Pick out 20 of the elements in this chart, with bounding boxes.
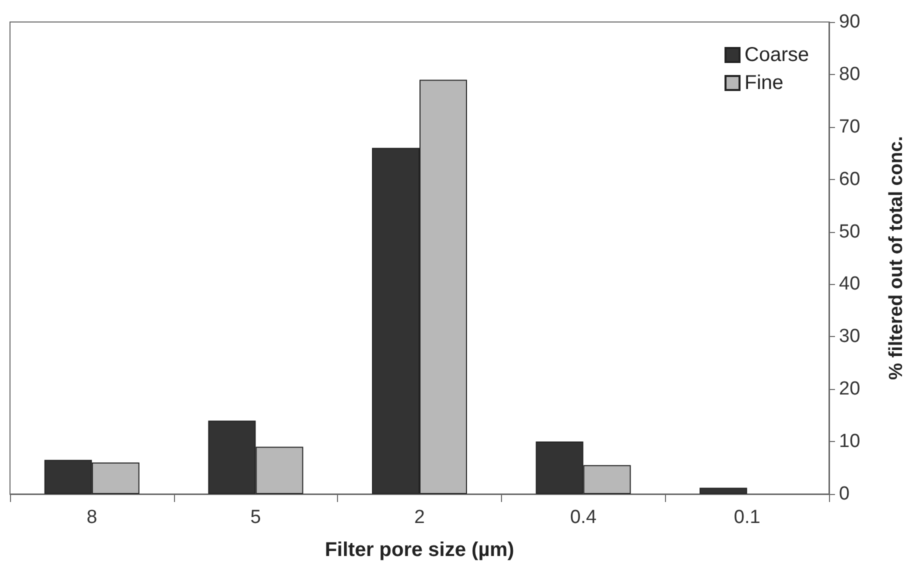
x-tick-label: 8 [86,507,98,528]
y-axis-title: % filtered out of total conc. [886,136,907,380]
y-tick-label: 0 [839,484,850,504]
x-axis-title: Filter pore size (µm) [324,539,514,561]
y-tick-label: 10 [839,431,860,452]
y-tick-label: 50 [839,221,860,242]
y-tick-label: 40 [839,274,860,295]
x-tick-label: 0.4 [570,507,597,528]
legend-label: Fine [744,72,784,94]
y-tick-label: 30 [839,326,860,348]
y-tick-label: 90 [839,12,860,32]
x-tick-label: 0.1 [734,507,760,528]
y-tick-label: 80 [839,64,860,85]
y-tick-label: 70 [839,116,860,138]
bar [700,488,748,494]
legend-label: Coarse [744,44,810,66]
x-tick-label: 5 [250,507,261,528]
y-tick-label: 60 [839,168,860,190]
x-tick-label: 2 [414,507,425,528]
y-tick-label: 20 [839,378,860,400]
